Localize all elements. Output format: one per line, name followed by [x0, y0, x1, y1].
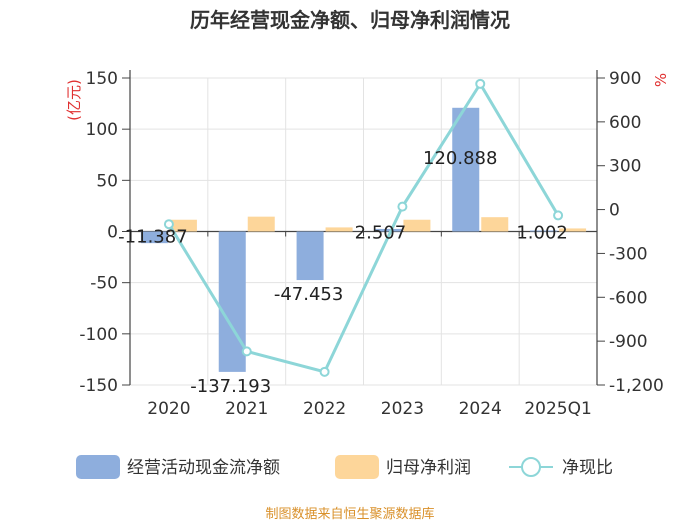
grid-lines: [130, 77, 597, 386]
right-axis-unit: %: [652, 73, 670, 87]
data-label-2024: 120.888: [423, 148, 497, 169]
bar-net-profit-2023: [403, 219, 431, 232]
source-footer: 制图数据来自恒生聚源数据库: [265, 506, 434, 522]
legend-swatch-bar2: [335, 455, 379, 479]
bar-operating-cash-2021: [218, 231, 246, 372]
axes: -150 -100 -50 0 50 100 150 -1,200 -900 -600 -300 0 3…: [65, 69, 670, 419]
x-tick-label-3: 2023: [381, 399, 424, 419]
chart-title: 历年经营现金净额、归母净利润情况: [190, 8, 510, 32]
right-tick-label-4: 0: [609, 201, 620, 221]
bar-net-profit-2024: [481, 217, 509, 232]
x-tick-label-5: 2025Q1: [524, 399, 591, 419]
data-label-2021: -137.193: [190, 376, 271, 397]
left-tick-label-0: -150: [79, 376, 118, 396]
bar-net-profit-2025Q1: [559, 228, 587, 232]
right-tick-label-5: 300: [609, 157, 641, 177]
right-tick-label-0: -1,200: [609, 376, 664, 396]
left-tick-label-5: 100: [86, 120, 118, 140]
ratio-point-2020: [163, 219, 174, 230]
ratio-point-2022: [319, 366, 330, 377]
ratio-point-2025Q1: [553, 210, 564, 221]
left-axis-unit: (亿元): [65, 79, 83, 121]
ratio-point-2021: [241, 346, 252, 357]
bar-net-profit-2020: [169, 219, 197, 232]
right-tick-label-3: -300: [609, 244, 648, 264]
right-tick-label-6: 600: [609, 113, 641, 133]
bar-operating-cash-2024: [452, 107, 480, 232]
bar-net-profit-2022: [325, 227, 353, 232]
legend-swatch-bar1: [76, 455, 120, 479]
data-label-2020: -11.387: [118, 227, 187, 248]
legend[interactable]: 经营活动现金流净额 归母净利润 净现比: [76, 455, 613, 479]
right-tick-label-7: 900: [609, 69, 641, 89]
right-tick-label-1: -900: [609, 332, 648, 352]
data-label-2023: 2.507: [355, 223, 407, 244]
left-tick-label-2: -50: [90, 274, 118, 294]
data-label-2025Q1: 1.002: [516, 223, 568, 244]
data-labels: -11.387 -137.193 -47.453 2.507 120.888 1.002: [118, 148, 568, 397]
legend-label-bar1: 经营活动现金流净额: [127, 458, 280, 478]
legend-label-bar2: 归母净利润: [386, 458, 471, 478]
x-tick-label-2: 2022: [303, 399, 346, 419]
legend-label-line: 净现比: [562, 458, 613, 478]
bar-operating-cash-2025Q1: [530, 230, 558, 232]
bars: [140, 107, 587, 372]
left-tick-label-1: -100: [79, 325, 118, 345]
x-tick-label-1: 2021: [225, 399, 268, 419]
ratio-point-2024: [475, 78, 486, 89]
left-tick-label-6: 150: [86, 69, 118, 89]
right-tick-label-2: -600: [609, 288, 648, 308]
x-tick-label-0: 2020: [147, 399, 190, 419]
left-tick-label-4: 50: [96, 171, 118, 191]
legend-line-marker: [521, 457, 541, 477]
ratio-point-2023: [397, 201, 408, 212]
x-tick-label-4: 2024: [459, 399, 502, 419]
bar-operating-cash-2023: [374, 228, 402, 232]
left-tick-label-3: 0: [107, 223, 118, 243]
bar-operating-cash-2022: [296, 231, 324, 281]
ratio-line-path: [167, 80, 560, 374]
bar-net-profit-2021: [247, 216, 275, 232]
ratio-line: [163, 78, 564, 377]
bar-operating-cash-2020: [140, 231, 168, 244]
data-label-2022: -47.453: [274, 284, 343, 305]
